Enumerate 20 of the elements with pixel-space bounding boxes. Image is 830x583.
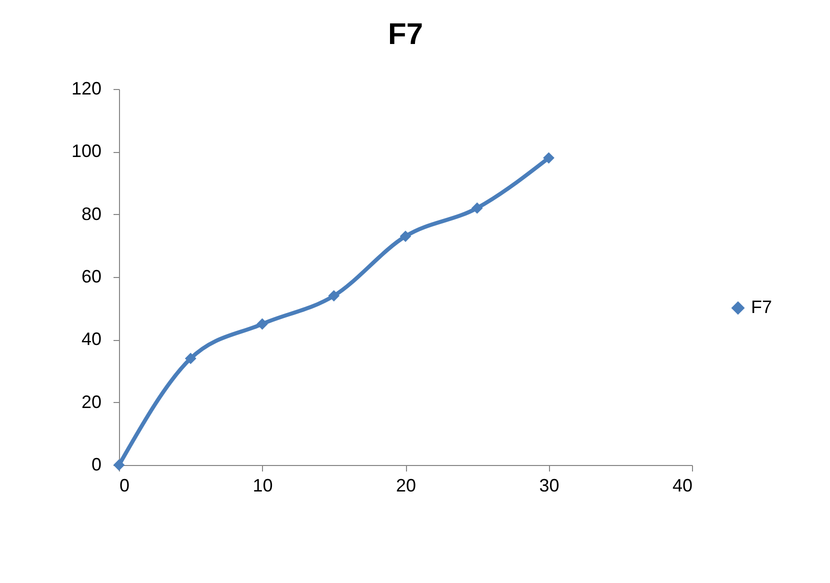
y-tick-label: 40	[81, 329, 102, 350]
point	[328, 290, 340, 302]
chart-title: F7	[388, 18, 424, 51]
x-tick-label: 40	[672, 476, 692, 496]
point	[471, 202, 483, 214]
y-tick-label: 120	[71, 78, 102, 98]
point	[256, 318, 268, 330]
y-tick-label: 100	[71, 141, 102, 162]
point	[543, 152, 554, 164]
y-tick-label: 60	[81, 266, 102, 286]
y-tick-label: 20	[81, 392, 102, 412]
x-tick-label: 30	[539, 476, 560, 496]
point	[400, 230, 412, 242]
x-tick-label: 20	[396, 476, 416, 496]
y-tick-label: 80	[81, 204, 102, 224]
point	[184, 352, 196, 364]
legend-label: F7	[751, 297, 772, 317]
x-tick-label: 10	[252, 476, 273, 496]
x-tick-label: 0	[120, 476, 130, 496]
y-tick-label: 0	[91, 454, 102, 474]
